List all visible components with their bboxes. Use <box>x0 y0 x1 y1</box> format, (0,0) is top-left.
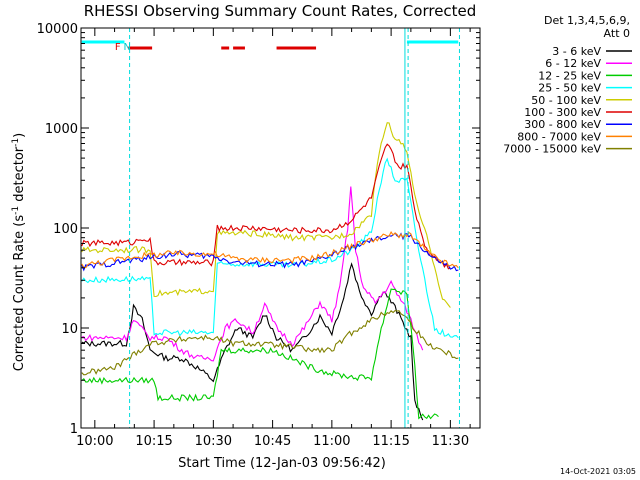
y-tick-label: 10000 <box>37 22 78 37</box>
y-tick-label: 100 <box>53 222 78 237</box>
marker-label-f: F <box>115 42 121 53</box>
legend-label: 800 - 7000 keV <box>517 130 601 143</box>
legend-label: 25 - 50 keV <box>538 82 601 95</box>
x-axis-label: Start Time (12-Jan-03 09:56:42) <box>178 456 386 471</box>
y-tick-label: 1 <box>70 422 78 437</box>
series-line-25-50-kev <box>81 157 459 339</box>
legend-label: 100 - 300 keV <box>524 106 601 119</box>
series-line-3-6-kev <box>81 262 424 421</box>
x-tick-label: 11:00 <box>313 434 350 449</box>
series-line-6-12-kev <box>81 186 424 362</box>
timestamp: 14-Oct-2021 03:05 <box>560 467 636 476</box>
y-axis-label: Corrected Count Rate (s-1 detector-1) <box>11 133 27 371</box>
series-line-800-7000-kev <box>81 231 459 269</box>
y-tick-label: 10 <box>61 322 78 337</box>
legend-label: 7000 - 15000 keV <box>503 143 601 156</box>
y-tick-label: 1000 <box>45 122 78 137</box>
legend-label: 12 - 25 keV <box>538 69 601 82</box>
series-line-50-100-kev <box>81 122 451 308</box>
legend-label: 300 - 800 keV <box>524 118 601 131</box>
series-line-12-25-kev <box>81 288 439 420</box>
legend-label: 6 - 12 keV <box>545 57 601 70</box>
x-tick-label: 11:30 <box>432 434 469 449</box>
x-tick-label: 10:45 <box>254 434 291 449</box>
legend-label: 3 - 6 keV <box>552 45 601 58</box>
x-tick-label: 10:30 <box>195 434 232 449</box>
series-line-100-300-kev <box>81 143 451 270</box>
chart-title: RHESSI Observing Summary Count Rates, Co… <box>84 2 477 20</box>
marker-label-n: N <box>123 42 130 53</box>
legend-header-detectors: Det 1,3,4,5,6,9, <box>544 14 630 27</box>
series-line-7000-15000-kev <box>81 310 459 376</box>
legend-label: 50 - 100 keV <box>531 94 601 107</box>
legend-header-attenuator: Att 0 <box>604 27 630 40</box>
x-tick-label: 10:15 <box>135 434 172 449</box>
x-tick-label: 11:15 <box>372 434 409 449</box>
x-tick-label: 10:00 <box>76 434 113 449</box>
